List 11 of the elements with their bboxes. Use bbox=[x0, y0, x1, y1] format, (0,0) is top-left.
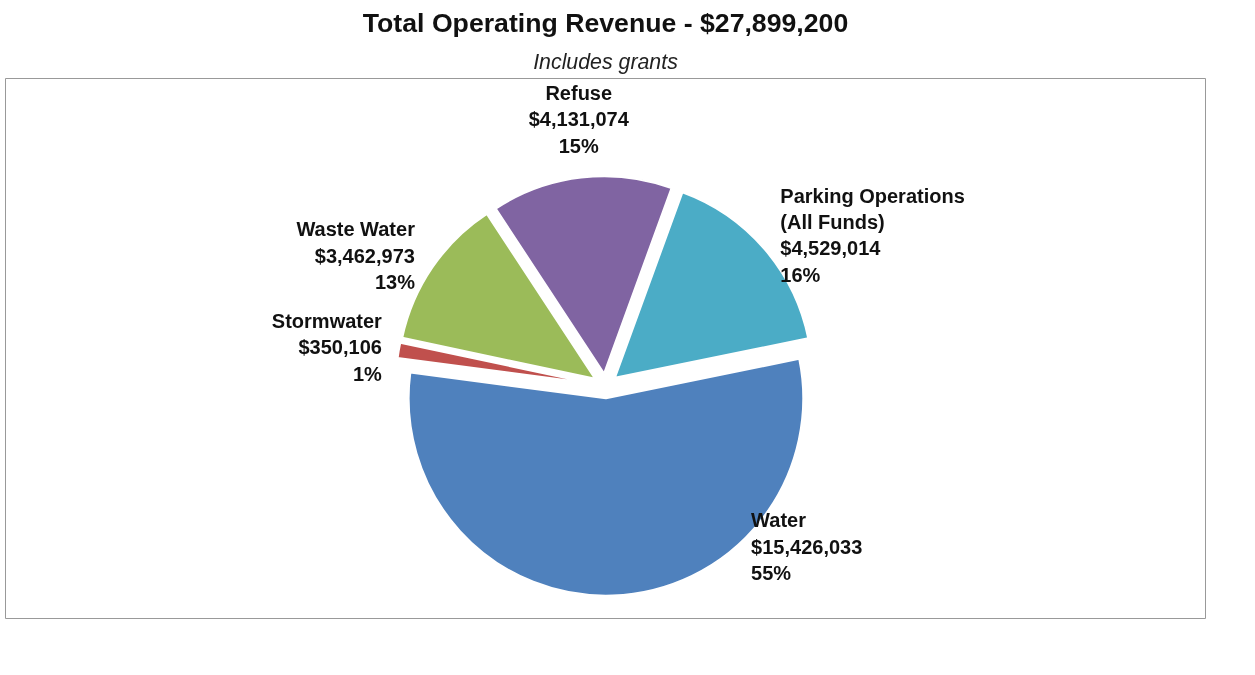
chart-subtitle: Includes grants bbox=[533, 49, 679, 74]
slice-label: Waste Water bbox=[296, 218, 416, 241]
data-label: $3,462,973 13% bbox=[314, 244, 416, 294]
data-label: $4,529,014 16% bbox=[780, 237, 882, 286]
data-label: $15,426,033 55% bbox=[751, 535, 863, 585]
slice-label: Refuse bbox=[545, 81, 613, 104]
data-label: $350,106 1% bbox=[298, 336, 383, 385]
chart-title: Total Operating Revenue - $27,899,200 bbox=[362, 7, 849, 38]
data-label: $4,131,074 15% bbox=[528, 108, 630, 157]
slice-label: Parking Operations (All Funds) bbox=[780, 184, 965, 233]
slice-label: Stormwater bbox=[271, 310, 383, 333]
